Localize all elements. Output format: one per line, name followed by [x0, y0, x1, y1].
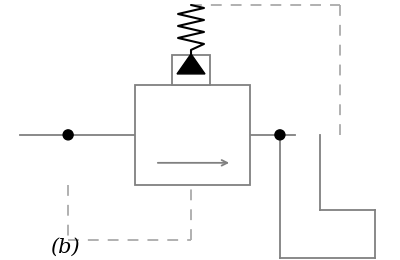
- Bar: [172, 55, 210, 85]
- Bar: [135, 85, 250, 185]
- Polygon shape: [177, 54, 205, 74]
- Circle shape: [275, 130, 285, 140]
- Circle shape: [63, 130, 73, 140]
- Text: (b): (b): [50, 238, 80, 257]
